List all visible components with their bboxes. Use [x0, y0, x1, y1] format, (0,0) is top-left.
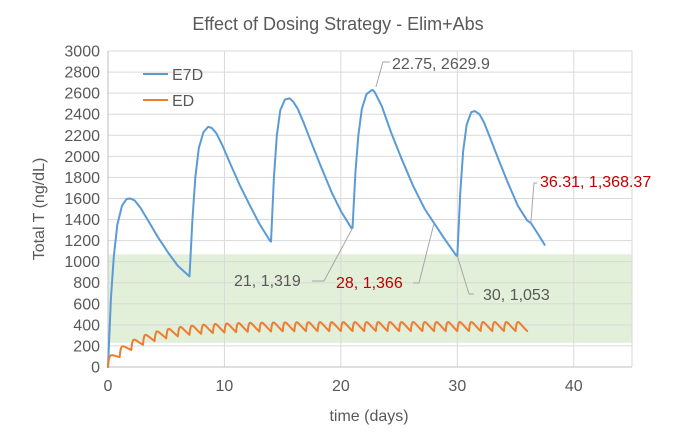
y-tick-label: 1200: [64, 233, 100, 250]
x-tick-label: 30: [448, 378, 466, 395]
x-tick-label: 40: [565, 378, 583, 395]
x-tick-label: 20: [332, 378, 350, 395]
y-tick-label: 2600: [64, 86, 100, 103]
y-tick-label: 600: [73, 296, 100, 313]
x-tick-label: 0: [104, 378, 113, 395]
y-tick-label: 1000: [64, 254, 100, 271]
y-tick-label: 800: [73, 275, 100, 292]
chart-title: Effect of Dosing Strategy - Elim+Abs: [192, 14, 483, 34]
therapeutic-band: [108, 254, 632, 343]
y-tick-label: 3000: [64, 44, 100, 61]
x-tick-label: 10: [216, 378, 234, 395]
series-line-e7d: [107, 88, 546, 368]
tick-labels: 0200400600800100012001400160018002000220…: [64, 44, 582, 396]
annotation-label: 21, 1,319: [234, 273, 301, 290]
legend-label: E7D: [172, 67, 203, 84]
x-axis-title: time (days): [329, 408, 408, 425]
annotation-leader: [456, 255, 474, 295]
annotation-leader: [413, 222, 435, 284]
annotation-label: 30, 1,053: [483, 287, 550, 304]
y-tick-label: 2000: [64, 149, 100, 166]
y-tick-label: 2800: [64, 65, 100, 82]
gridlines: [107, 50, 633, 368]
annotation-label: 22.75, 2629.9: [392, 56, 490, 73]
annotation-leaders: [312, 61, 537, 295]
y-tick-label: 400: [73, 317, 100, 334]
y-tick-label: 1800: [64, 170, 100, 187]
legend-label: ED: [172, 93, 194, 110]
y-tick-label: 200: [73, 338, 100, 355]
y-axis-title: Total T (ng/dL): [31, 158, 48, 261]
y-tick-label: 0: [91, 360, 100, 377]
annotation-label: 36.31, 1,368.37: [540, 174, 651, 191]
y-tick-label: 1600: [64, 191, 100, 208]
shaded-band: [108, 254, 632, 343]
annotation-leader: [375, 61, 390, 88]
annotation-leader: [530, 182, 537, 223]
series-line-ed: [107, 321, 529, 368]
y-tick-label: 2200: [64, 128, 100, 145]
y-tick-label: 2400: [64, 107, 100, 124]
legend: E7D ED: [143, 67, 203, 110]
annotations: 22.75, 2629.9 21, 1,319 28, 1,366 30, 1,053…: [234, 56, 651, 304]
annotation-leader: [312, 227, 353, 282]
axes: [107, 51, 632, 368]
annotation-label: 28, 1,366: [336, 275, 403, 292]
series-lines: [107, 88, 546, 368]
y-tick-label: 1400: [64, 212, 100, 229]
